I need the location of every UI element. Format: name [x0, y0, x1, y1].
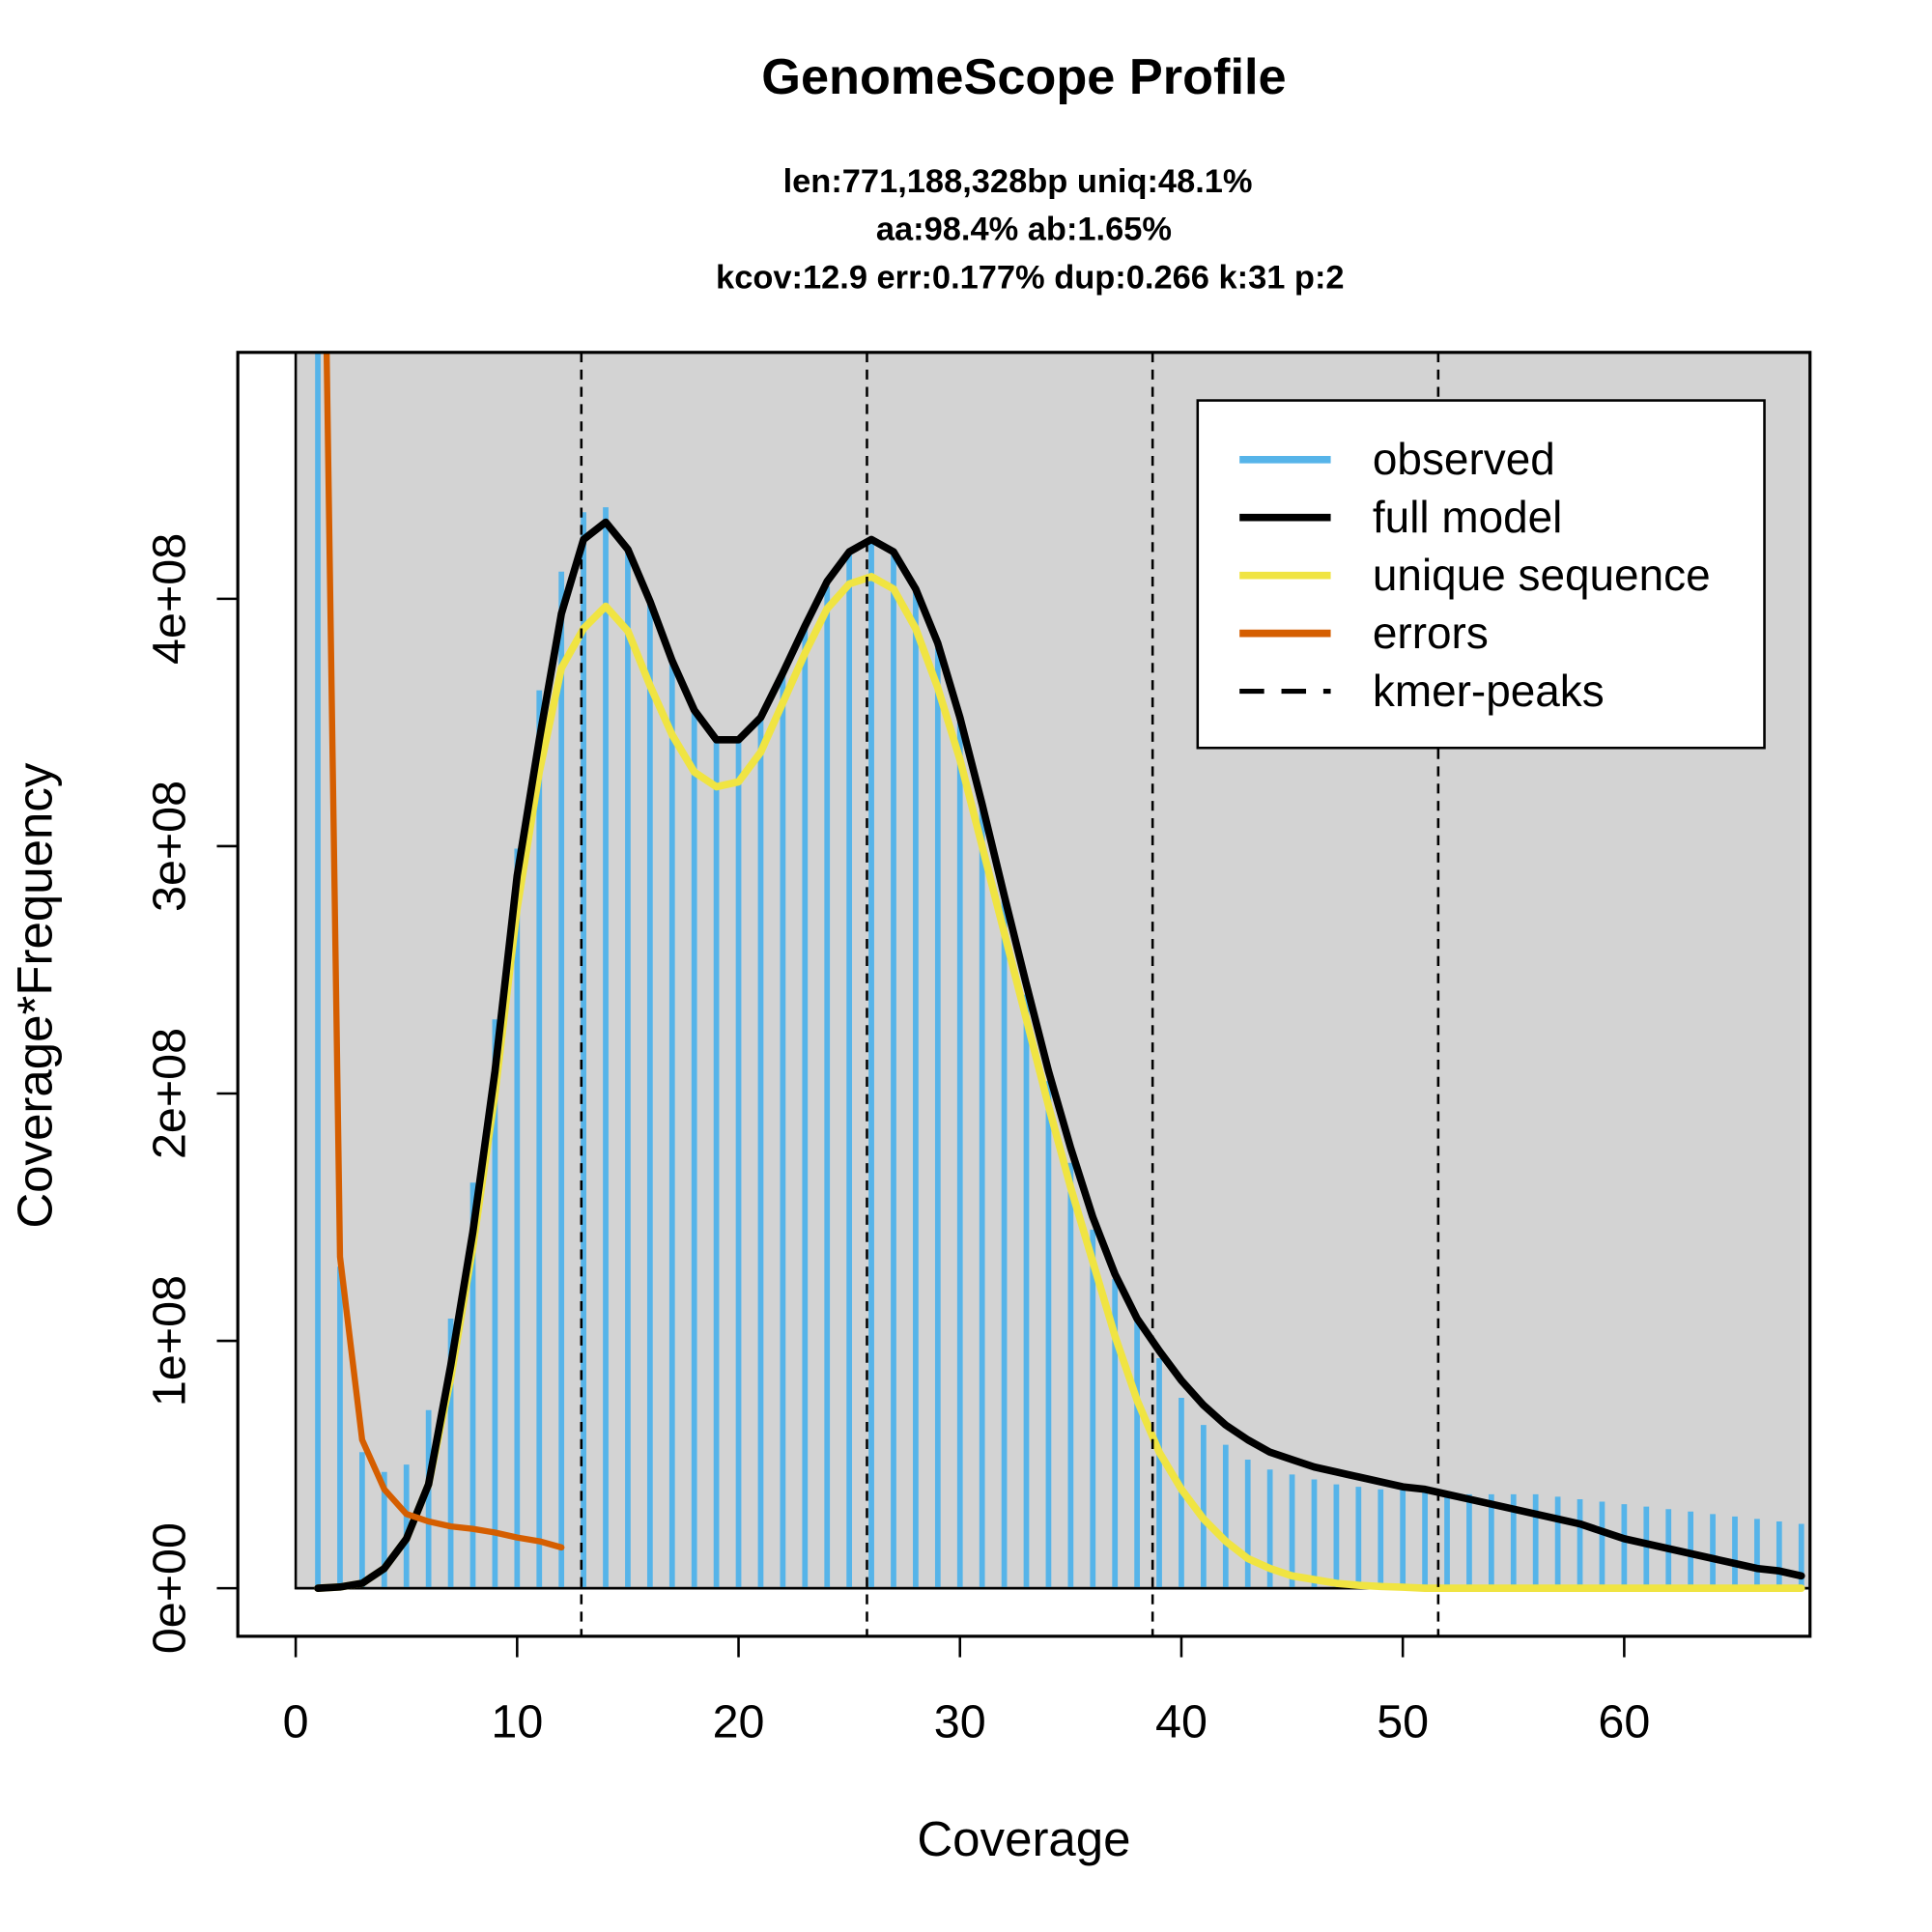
full-model-line [314, 518, 1805, 1592]
errors-line [323, 352, 565, 1551]
y-tick-label: 0e+00 [143, 1522, 195, 1654]
chart-subtitle-line-1: len:771,188,328bp uniq:48.1% [783, 163, 1253, 200]
y-tick-label: 2e+08 [143, 1028, 195, 1159]
x-tick-label: 40 [1155, 1695, 1208, 1747]
legend: observed full model unique sequence errors k… [1196, 399, 1766, 750]
legend-label: unique sequence [1373, 550, 1711, 600]
chart-subtitle-line-3: kcov:12.9 err:0.177% dup:0.266 k:31 p:2 [716, 259, 1345, 296]
chart-subtitle-line-2: aa:98.4% ab:1.65% [876, 212, 1172, 248]
unique-sequence-line [314, 573, 1805, 1592]
y-tick-label: 1e+08 [143, 1275, 195, 1406]
y-tick-label: 3e+08 [143, 781, 195, 912]
legend-label: full model [1373, 492, 1562, 542]
x-axis-label: Coverage [917, 1811, 1130, 1866]
x-tick-label: 60 [1598, 1695, 1650, 1747]
legend-label: kmer-peaks [1373, 666, 1605, 716]
y-axis-label: Coverage*Frequency [8, 762, 63, 1229]
x-tick-label: 10 [491, 1695, 543, 1747]
x-tick-label: 20 [713, 1695, 765, 1747]
x-tick-label: 50 [1377, 1695, 1429, 1747]
plot-frame [236, 351, 1812, 1638]
legend-label: observed [1373, 434, 1555, 484]
x-tick-label: 30 [934, 1695, 986, 1747]
x-tick-label: 0 [283, 1695, 309, 1747]
y-tick-label: 4e+08 [143, 533, 195, 665]
chart-title: GenomeScope Profile [761, 49, 1286, 105]
legend-label: errors [1373, 608, 1489, 658]
